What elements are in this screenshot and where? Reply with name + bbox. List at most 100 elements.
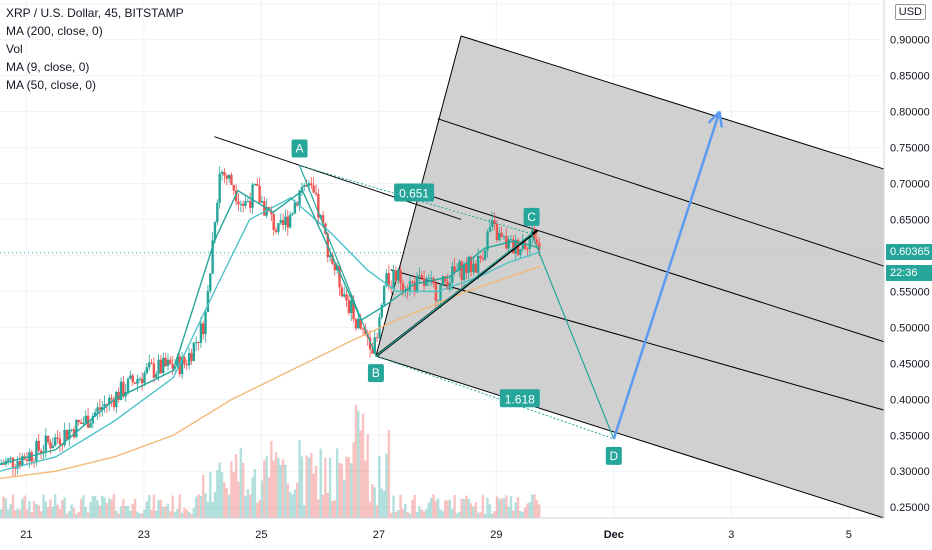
volume-bar xyxy=(136,511,139,518)
price-tick-label: 0.30000 xyxy=(890,466,930,478)
candle-body xyxy=(25,459,29,462)
volume-bar xyxy=(84,506,87,518)
volume-bar xyxy=(265,456,268,518)
candle-body xyxy=(460,261,463,281)
volume-bar xyxy=(112,494,116,518)
volume-bar xyxy=(164,506,167,518)
candle-body xyxy=(230,174,233,185)
candle-body xyxy=(270,211,273,215)
volume-bar xyxy=(347,457,351,518)
currency-button[interactable]: USD xyxy=(894,4,926,20)
candle-body xyxy=(162,357,165,374)
candle-body xyxy=(37,440,40,451)
volume-bar xyxy=(519,511,522,518)
candle-body xyxy=(237,201,240,205)
volume-bar xyxy=(180,512,184,518)
candle-body xyxy=(321,215,325,224)
volume-bar xyxy=(298,439,301,518)
volume-bar xyxy=(178,494,181,518)
volume-bar xyxy=(469,503,473,518)
legend-ma200[interactable]: MA (200, close, 0) xyxy=(6,24,103,38)
time-axis[interactable]: 21 23 25 27 29 Dec 3 5 xyxy=(0,517,884,550)
ratio-label: 0.651 xyxy=(399,187,429,201)
legend-vol[interactable]: Vol xyxy=(6,42,23,56)
point-label-box xyxy=(605,446,622,465)
harmonic-pattern[interactable]: A B C D 0.651 1.618 xyxy=(291,110,723,465)
candle-body xyxy=(105,404,109,406)
candle-body xyxy=(411,281,414,283)
channel-line xyxy=(460,35,885,170)
volume-bar xyxy=(30,512,33,518)
candle-body xyxy=(75,419,78,438)
volume-bar xyxy=(23,495,26,518)
price-tick-label: 0.45000 xyxy=(890,358,930,370)
candle-body xyxy=(183,357,186,365)
candle-body xyxy=(371,349,374,354)
candle-body xyxy=(143,372,146,384)
volume-bar xyxy=(500,498,503,518)
volume-bar xyxy=(528,502,532,518)
volume-bar xyxy=(462,499,466,518)
candle-body xyxy=(169,359,172,364)
volume-bar xyxy=(176,509,179,518)
volume-bar xyxy=(152,494,156,518)
volume-bar xyxy=(213,492,217,518)
volume-bar xyxy=(291,494,294,518)
candle-body xyxy=(216,202,219,223)
candle-body xyxy=(101,407,104,410)
volume-bar xyxy=(204,493,207,518)
candle-body xyxy=(131,375,134,383)
candle-body xyxy=(418,275,421,277)
candle-body xyxy=(429,278,433,280)
price-tick-label: 0.80000 xyxy=(890,107,930,119)
candle-body xyxy=(103,404,106,408)
volume-bar xyxy=(387,430,391,518)
volume-bar xyxy=(406,512,409,518)
candle-body xyxy=(79,422,83,424)
price-tick-label: 0.55000 xyxy=(890,286,930,298)
volume-bar xyxy=(18,509,22,518)
candle-body xyxy=(347,300,351,314)
candle-body xyxy=(272,214,275,230)
candle-body xyxy=(300,186,304,191)
candle-body xyxy=(298,190,301,206)
parallel-channel[interactable] xyxy=(214,35,885,519)
volume-bar xyxy=(159,499,163,518)
candle-body xyxy=(220,171,224,174)
legend-ma50[interactable]: MA (50, close, 0) xyxy=(6,78,97,92)
volume-bar xyxy=(70,504,73,518)
candle-body xyxy=(350,299,353,314)
volume-bar xyxy=(32,501,36,518)
volume-bar xyxy=(140,513,144,518)
candle-body xyxy=(253,184,257,186)
volume-bar xyxy=(535,499,539,518)
volume-bar xyxy=(288,491,292,518)
volume-bar xyxy=(119,506,123,518)
candle-body xyxy=(258,185,261,203)
countdown-tag: 22:36 xyxy=(886,265,932,281)
candle-body xyxy=(150,362,153,364)
volume-bar xyxy=(190,513,193,518)
candle-body xyxy=(192,342,196,361)
candle-body xyxy=(380,304,383,318)
chart-legend: XRP / U.S. Dollar, 45, BITSTAMP MA (200,… xyxy=(6,4,184,94)
candle-body xyxy=(385,273,388,286)
volume-bar xyxy=(197,494,200,518)
projection-arrow-head xyxy=(718,111,723,128)
candle-body xyxy=(145,367,149,373)
volume-bar xyxy=(0,509,3,518)
volume-bar xyxy=(86,512,90,518)
symbol-title[interactable]: XRP / U.S. Dollar, 45, BITSTAMP xyxy=(6,6,184,20)
volume-bar xyxy=(436,498,440,518)
legend-ma9[interactable]: MA (9, close, 0) xyxy=(6,60,90,74)
volume-bar xyxy=(411,500,414,518)
volume-bar xyxy=(225,488,228,518)
volume-bar xyxy=(51,506,55,518)
volume-bar xyxy=(223,482,226,518)
candle-body xyxy=(56,437,59,439)
candle-body xyxy=(112,399,116,408)
volume-bar xyxy=(4,498,8,518)
ratio-label-box xyxy=(499,389,540,408)
candle-body xyxy=(291,213,294,215)
